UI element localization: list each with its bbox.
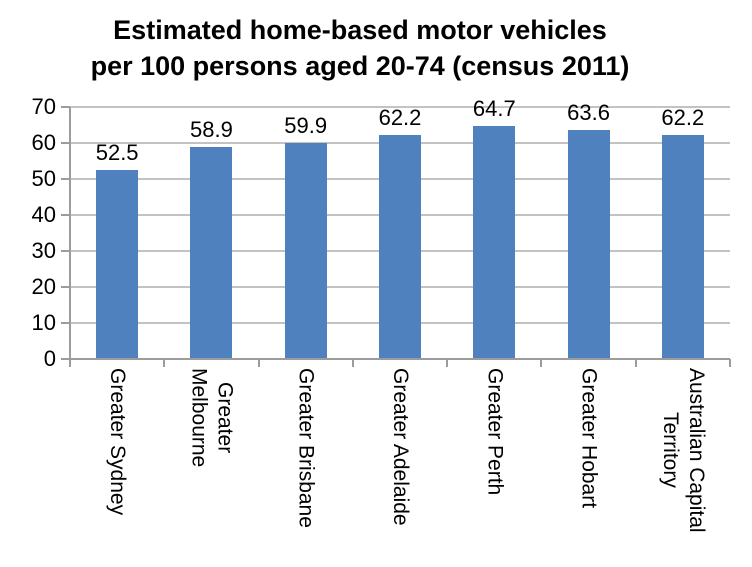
x-axis-tick — [69, 359, 71, 367]
x-category-label-text: Greater Adelaide — [388, 368, 412, 526]
x-axis-tick — [729, 359, 731, 367]
x-axis-tick — [540, 359, 543, 367]
y-tick-label: 40 — [31, 202, 56, 227]
x-category-label: Greater Melbourne — [164, 368, 258, 564]
gridline — [70, 106, 730, 108]
x-category-label-text: Greater Sydney — [106, 368, 130, 516]
y-axis-tick — [61, 178, 70, 180]
chart-title-line2: per 100 persons aged 20-74 (census 2011) — [90, 51, 630, 81]
y-axis-tick — [61, 214, 70, 216]
y-tick-label: 70 — [31, 94, 56, 119]
bar — [473, 126, 516, 359]
bar-value-label: 63.6 — [567, 100, 610, 126]
bar — [379, 135, 421, 359]
x-category-label: Greater Hobart — [541, 368, 635, 564]
y-axis-tick — [61, 142, 70, 144]
bar-value-label: 52.5 — [95, 140, 139, 165]
x-category-label: Greater Perth — [447, 368, 541, 564]
x-axis-tick — [351, 359, 354, 367]
x-axis-tick — [257, 359, 260, 367]
y-tick-label: 50 — [31, 166, 56, 191]
y-axis-tick — [61, 106, 70, 108]
y-tick-label: 20 — [31, 274, 56, 299]
x-axis-tick — [634, 359, 637, 367]
y-axis-line — [69, 107, 71, 361]
y-axis-tick — [61, 358, 70, 360]
chart-title-line1: Estimated home-based motor vehicles — [113, 15, 607, 45]
x-category-label-text: Greater Melbourne — [187, 368, 237, 468]
bar-value-label: 62.2 — [378, 105, 422, 131]
y-axis-tick — [61, 322, 70, 324]
y-tick-label: 0 — [43, 346, 56, 371]
y-tick-label: 30 — [31, 238, 56, 263]
bar — [190, 146, 233, 359]
x-axis-line — [70, 358, 730, 360]
bar — [96, 170, 139, 359]
bar — [661, 135, 704, 359]
x-category-label-text: Australian Capital Territory — [658, 368, 708, 533]
bar-value-label: 58.9 — [190, 116, 233, 142]
bar-value-label: 62.2 — [661, 105, 705, 131]
chart-title: Estimated home-based motor vehicles per … — [0, 12, 736, 84]
x-axis-tick — [163, 359, 166, 367]
x-category-label-text: Greater Perth — [483, 368, 507, 496]
x-axis-tick — [446, 359, 449, 367]
x-category-label-text: Greater Brisbane — [294, 368, 318, 528]
bar — [284, 143, 327, 359]
x-category-label-text: Greater Hobart — [577, 368, 601, 509]
bar-value-label: 59.9 — [284, 113, 328, 139]
bar-value-label: 64.7 — [472, 96, 516, 122]
x-category-label: Greater Brisbane — [259, 368, 353, 564]
x-category-label: Greater Adelaide — [353, 368, 447, 564]
y-tick-label: 60 — [31, 130, 56, 155]
bar — [567, 130, 610, 359]
x-category-label: Greater Sydney — [70, 368, 164, 564]
y-axis-tick — [61, 250, 70, 252]
y-axis-tick — [61, 286, 70, 288]
x-category-label: Australian Capital Territory — [636, 368, 730, 564]
y-tick-label: 10 — [31, 310, 56, 335]
